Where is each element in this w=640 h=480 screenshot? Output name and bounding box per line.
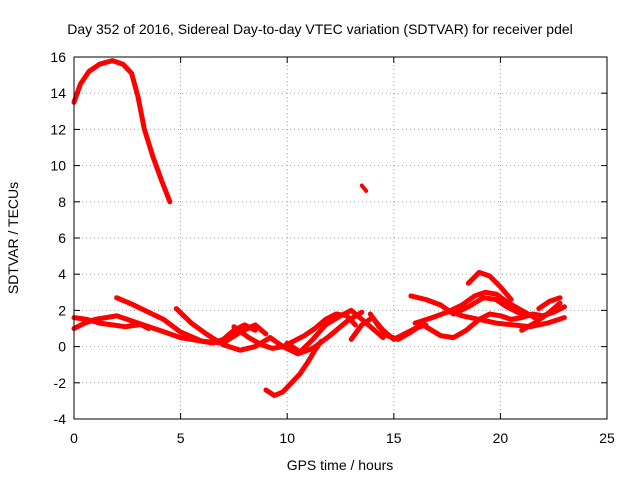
series-arc-13 [444, 307, 567, 330]
series-arc-early-2 [71, 315, 141, 330]
series-spot-13.6 [359, 183, 369, 193]
y-tick-label: 8 [58, 194, 66, 210]
series-arc-12 [465, 269, 514, 302]
y-tick-label: 4 [58, 266, 66, 282]
series-arc-low [263, 338, 324, 398]
x-tick-label: 15 [386, 430, 402, 446]
series-arc-9 [408, 293, 531, 319]
y-axis-label: SDTVAR / TECUs [5, 182, 21, 294]
series-arc-15 [536, 295, 563, 312]
x-tick-label: 10 [279, 430, 295, 446]
data-series [71, 58, 567, 398]
y-tick-label: 6 [58, 230, 66, 246]
series-arc-10 [412, 289, 537, 326]
series-arc-6 [284, 307, 386, 355]
y-tick-label: 14 [50, 85, 66, 101]
series-arc-3 [135, 320, 258, 346]
axis-ticks: 0 5 10 15 20 25 -4 -2 0 2 4 6 8 10 12 14 16 [50, 49, 615, 446]
x-tick-label: 25 [599, 430, 615, 446]
y-tick-label: -4 [54, 411, 67, 427]
series-arc-high [71, 58, 173, 205]
series-arc-14 [519, 300, 563, 333]
grid-lines [74, 57, 607, 419]
x-tick-label: 5 [177, 430, 185, 446]
plot-frame [73, 56, 608, 420]
series-arc-5 [231, 311, 358, 351]
series-arc-8 [367, 311, 424, 342]
chart-title: Day 352 of 2016, Sidereal Day-to-day VTE… [67, 21, 573, 37]
y-tick-label: 2 [58, 302, 66, 318]
y-tick-label: 12 [50, 121, 66, 137]
y-tick-label: 10 [50, 158, 66, 174]
x-tick-label: 0 [70, 430, 78, 446]
y-tick-label: 16 [50, 49, 66, 65]
y-tick-label: -2 [54, 375, 67, 391]
x-axis-label: GPS time / hours [287, 457, 394, 473]
series-arc-4 [173, 306, 365, 357]
y-tick-label: 0 [58, 339, 66, 355]
x-tick-label: 20 [493, 430, 509, 446]
